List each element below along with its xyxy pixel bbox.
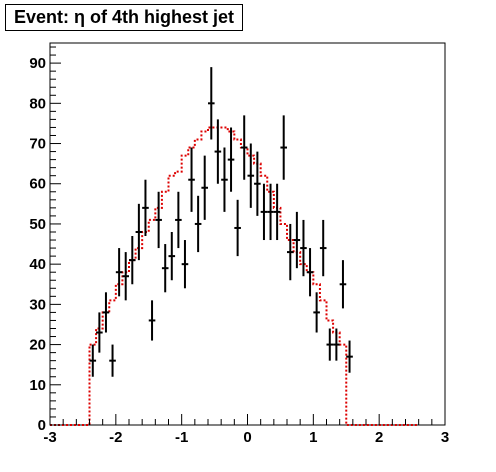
y-tick-label: 90 — [29, 55, 46, 72]
data-point — [102, 292, 110, 333]
data-point — [339, 260, 347, 309]
data-point — [247, 143, 255, 208]
data-point — [273, 183, 281, 241]
data-point — [227, 127, 235, 192]
x-tick-label: -2 — [109, 429, 122, 446]
data-point — [240, 115, 248, 180]
x-tick-label: -1 — [175, 429, 188, 446]
histogram-series — [50, 126, 419, 426]
histogram-step-line — [50, 126, 419, 426]
y-tick-label: 40 — [29, 256, 46, 273]
data-point — [333, 328, 340, 361]
data-point — [122, 252, 129, 301]
y-tick-label: 80 — [29, 95, 46, 112]
data-point — [300, 219, 307, 277]
y-tick-label: 50 — [29, 216, 46, 233]
data-point — [254, 151, 261, 216]
data-points-series — [89, 67, 353, 377]
plot-frame — [49, 42, 446, 426]
data-point — [142, 179, 149, 237]
data-point — [319, 219, 327, 277]
y-tick-label: 70 — [29, 136, 46, 153]
data-point — [89, 344, 97, 377]
data-point — [208, 67, 215, 140]
data-point — [313, 292, 320, 333]
plot-border — [49, 42, 446, 426]
data-point — [221, 147, 228, 212]
x-tick-label: 2 — [375, 429, 383, 446]
data-point — [148, 300, 156, 341]
data-point — [260, 183, 268, 241]
data-point — [287, 223, 294, 281]
data-point — [161, 244, 169, 293]
y-tick-label: 60 — [29, 176, 46, 193]
axis-ticks — [49, 46, 446, 426]
data-point — [96, 312, 103, 353]
data-point — [346, 340, 353, 373]
x-tick-label: -3 — [43, 429, 56, 446]
data-point — [214, 119, 222, 184]
data-point — [306, 248, 314, 297]
data-point — [194, 195, 202, 253]
data-point — [135, 203, 143, 261]
data-point — [280, 115, 287, 180]
y-tick-label: 20 — [29, 337, 46, 354]
y-tick-label: 0 — [38, 417, 46, 434]
data-point — [326, 328, 334, 361]
data-point — [168, 231, 176, 281]
data-point — [181, 240, 189, 289]
chart-title-text: Event: η of 4th highest jet — [14, 7, 235, 27]
data-point — [201, 155, 208, 220]
x-tick-label: 1 — [309, 429, 317, 446]
data-point — [267, 183, 274, 241]
data-point — [115, 248, 123, 297]
data-point — [188, 147, 195, 212]
x-tick-label: 3 — [441, 429, 449, 446]
y-tick-label: 30 — [29, 296, 46, 313]
data-point — [109, 344, 116, 377]
data-point — [175, 191, 182, 249]
x-tick-label: 0 — [243, 429, 251, 446]
chart-title: Event: η of 4th highest jet — [5, 4, 244, 31]
data-point — [129, 236, 136, 285]
data-point — [234, 199, 241, 257]
data-point — [293, 211, 301, 269]
data-point — [155, 191, 162, 249]
y-tick-label: 10 — [29, 377, 46, 394]
